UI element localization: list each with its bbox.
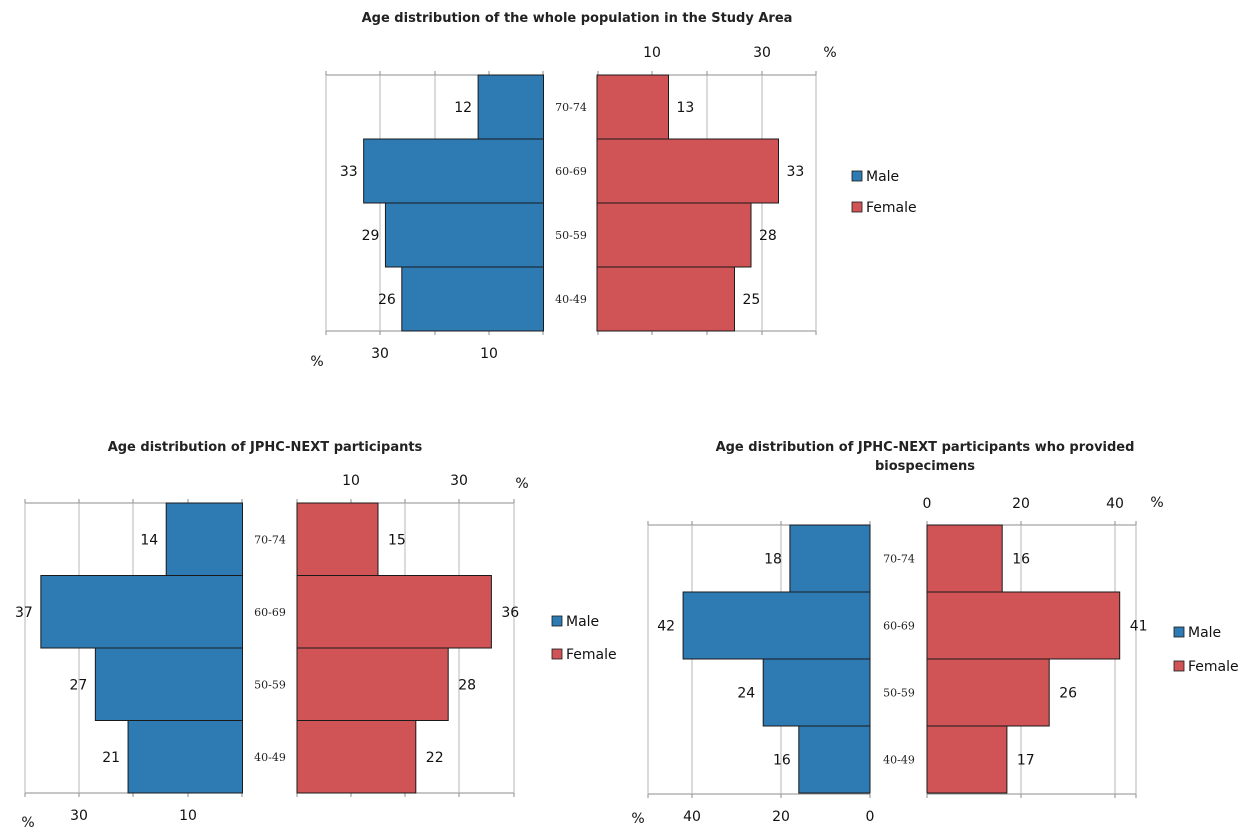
unit-label: % — [1150, 495, 1163, 511]
male-bar — [682, 591, 871, 660]
male-value-label: 26 — [378, 292, 396, 308]
age-group-label: 50-59 — [883, 687, 915, 700]
female-value-label: 22 — [426, 750, 444, 766]
legend-swatch — [1173, 660, 1185, 672]
male-bar — [798, 725, 871, 794]
male-value-label: 42 — [657, 619, 675, 635]
female-bar — [296, 575, 492, 649]
male-bar — [40, 575, 243, 649]
female-tick-label: 30 — [450, 473, 468, 489]
unit-label: % — [631, 811, 644, 827]
female-bar — [926, 591, 1121, 660]
female-bar — [596, 74, 669, 140]
female-bar — [596, 266, 735, 332]
legend-label: Female — [1188, 659, 1239, 675]
female-bar — [596, 138, 779, 204]
legend-swatch — [851, 170, 863, 182]
female-tick-label: 0 — [923, 496, 932, 512]
chart-3: Age distribution of JPHC-NEXT participan… — [631, 440, 1238, 827]
female-value-label: 28 — [458, 677, 476, 693]
legend-label: Male — [866, 169, 899, 185]
age-group-label: 40-49 — [254, 751, 286, 764]
legend-label: Female — [566, 647, 617, 663]
male-bar — [94, 647, 243, 721]
male-value-label: 14 — [140, 532, 158, 548]
male-value-label: 12 — [454, 100, 472, 116]
female-value-label: 16 — [1012, 552, 1030, 568]
age-group-label: 70-74 — [555, 101, 587, 114]
female-bar — [926, 725, 1008, 794]
chart-title: Age distribution of JPHC-NEXT participan… — [716, 440, 1135, 474]
male-bar — [165, 502, 243, 576]
female-value-label: 28 — [759, 228, 777, 244]
age-group-label: 60-69 — [555, 165, 587, 178]
female-value-label: 13 — [677, 100, 695, 116]
female-bar — [296, 502, 379, 576]
male-bar — [789, 524, 871, 593]
female-value-label: 26 — [1059, 686, 1077, 702]
male-tick-label: 10 — [480, 346, 498, 362]
female-value-label: 33 — [787, 164, 805, 180]
male-value-label: 37 — [15, 605, 33, 621]
male-tick-label: 40 — [683, 809, 701, 825]
age-group-label: 60-69 — [883, 620, 915, 633]
age-group-label: 70-74 — [883, 553, 915, 566]
female-bar — [596, 202, 752, 268]
age-group-label: 70-74 — [254, 533, 286, 546]
male-bar — [363, 138, 544, 204]
female-bar — [926, 524, 1003, 593]
unit-label: % — [310, 354, 323, 370]
female-tick-label: 40 — [1106, 496, 1124, 512]
unit-label: % — [21, 815, 34, 827]
female-bar — [296, 647, 449, 721]
age-group-label: 50-59 — [254, 678, 286, 691]
age-group-label: 60-69 — [254, 606, 286, 619]
male-value-label: 33 — [340, 164, 358, 180]
legend-label: Male — [1188, 625, 1221, 641]
male-bar — [401, 266, 544, 332]
chart-1: Age distribution of the whole population… — [310, 11, 916, 370]
male-bar — [762, 658, 871, 727]
unit-label: % — [823, 45, 836, 61]
male-value-label: 16 — [773, 753, 791, 769]
male-tick-label: 10 — [179, 808, 197, 824]
male-value-label: 21 — [102, 750, 120, 766]
female-bar — [296, 720, 417, 794]
unit-label: % — [515, 476, 528, 492]
chart-title: Age distribution of the whole population… — [362, 11, 793, 26]
legend-swatch — [851, 201, 863, 213]
male-bar — [384, 202, 545, 268]
female-tick-label: 30 — [753, 45, 771, 61]
legend-swatch — [551, 615, 563, 627]
male-tick-label: 0 — [866, 809, 875, 825]
male-value-label: 24 — [737, 686, 755, 702]
female-value-label: 41 — [1130, 619, 1148, 635]
female-tick-label: 20 — [1012, 496, 1030, 512]
male-tick-label: 30 — [371, 346, 389, 362]
male-value-label: 29 — [362, 228, 380, 244]
age-group-label: 40-49 — [883, 754, 915, 767]
male-bar — [127, 720, 243, 794]
age-group-label: 40-49 — [555, 293, 587, 306]
legend-label: Female — [866, 200, 917, 216]
female-value-label: 25 — [743, 292, 761, 308]
legend-swatch — [1173, 626, 1185, 638]
chart-title: Age distribution of JPHC-NEXT participan… — [108, 440, 423, 455]
female-tick-label: 10 — [643, 45, 661, 61]
female-value-label: 15 — [388, 532, 406, 548]
male-value-label: 27 — [70, 677, 88, 693]
female-bar — [926, 658, 1050, 727]
legend-label: Male — [566, 614, 599, 630]
male-tick-label: 20 — [772, 809, 790, 825]
female-value-label: 17 — [1017, 753, 1035, 769]
male-bar — [477, 74, 545, 140]
male-tick-label: 30 — [70, 808, 88, 824]
female-value-label: 36 — [501, 605, 519, 621]
chart-2: Age distribution of JPHC-NEXT participan… — [15, 440, 617, 827]
female-tick-label: 10 — [342, 473, 360, 489]
legend-swatch — [551, 648, 563, 660]
age-group-label: 50-59 — [555, 229, 587, 242]
male-value-label: 18 — [764, 552, 782, 568]
